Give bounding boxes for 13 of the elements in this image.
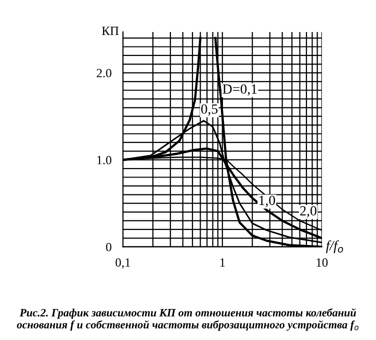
x-tick-label: 10 <box>316 258 328 267</box>
annotation: D=0,1 <box>222 84 257 96</box>
x-tick-label: 1 <box>220 258 225 267</box>
annotation: 0,5 <box>201 104 218 116</box>
text: Рис.2. График зависимости КП от отношения частоты колебаний основания f и собственной частоты виброзащитного устройства f$_{o}$ <box>16 308 359 331</box>
annotation: 2,0 <box>300 206 316 218</box>
y-tick-label: 0 <box>106 242 112 252</box>
y-tick-label: 1.0 <box>97 156 112 164</box>
x-axis-title: f/f$_{o}$ <box>326 240 344 254</box>
y-tick-label: 2.0 <box>96 68 112 78</box>
x-tick-label: 0,1 <box>116 258 130 269</box>
annotation: 1,0 <box>259 196 276 208</box>
y-axis-title: КП <box>102 26 119 35</box>
